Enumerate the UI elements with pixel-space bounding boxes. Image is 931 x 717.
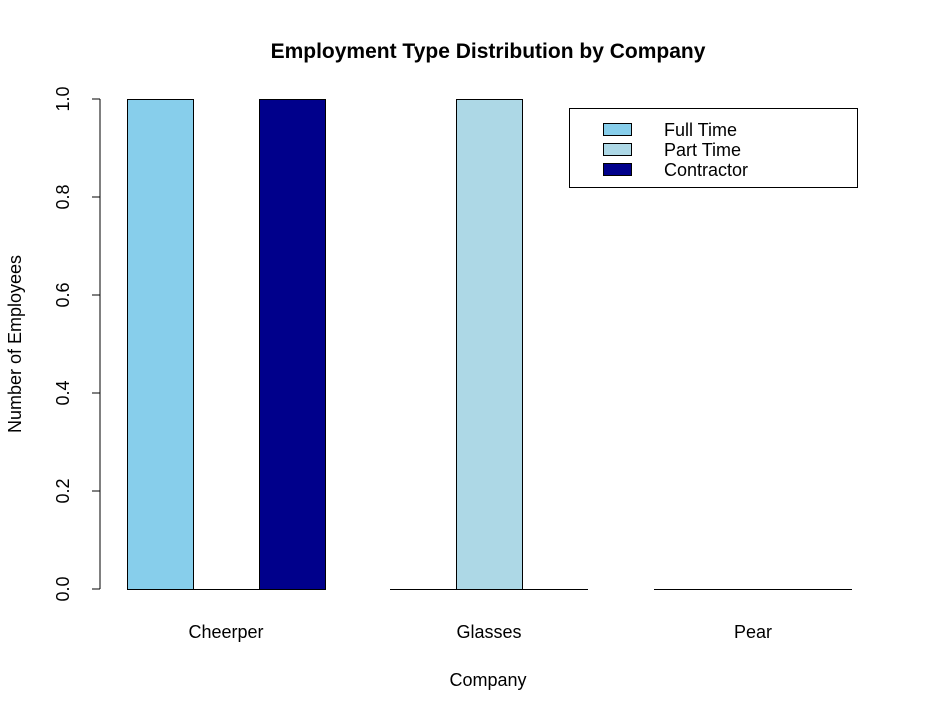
y-tick-label: 0.8: [53, 184, 73, 209]
legend-swatch: [603, 163, 632, 176]
y-tick-label: 0.0: [53, 576, 73, 601]
y-axis: 0.0 0.2 0.4 0.6 0.8 1.0: [53, 86, 101, 602]
legend-box: [569, 108, 858, 188]
x-tick-label: Cheerper: [188, 622, 263, 642]
legend-label: Part Time: [664, 140, 741, 160]
x-tick-label: Pear: [734, 622, 772, 642]
bar-part-time: [456, 99, 523, 590]
legend-swatch: [603, 143, 632, 156]
bars-group: [127, 99, 852, 590]
y-tick-label: 0.4: [53, 380, 73, 405]
x-axis-title: Company: [449, 670, 526, 690]
y-tick-label: 0.6: [53, 282, 73, 307]
x-axis-labels: Cheerper Glasses Pear: [188, 622, 772, 642]
chart-title: Employment Type Distribution by Company: [271, 40, 706, 63]
legend-label: Full Time: [664, 120, 737, 140]
x-tick-label: Glasses: [456, 622, 521, 642]
legend-swatch: [603, 123, 632, 136]
y-tick-label: 1.0: [53, 86, 73, 111]
legend-label: Contractor: [664, 160, 748, 180]
bar-contractor: [259, 99, 326, 590]
y-axis-title: Number of Employees: [5, 255, 25, 433]
bar-full-time: [127, 99, 194, 590]
y-tick-label: 0.2: [53, 478, 73, 503]
